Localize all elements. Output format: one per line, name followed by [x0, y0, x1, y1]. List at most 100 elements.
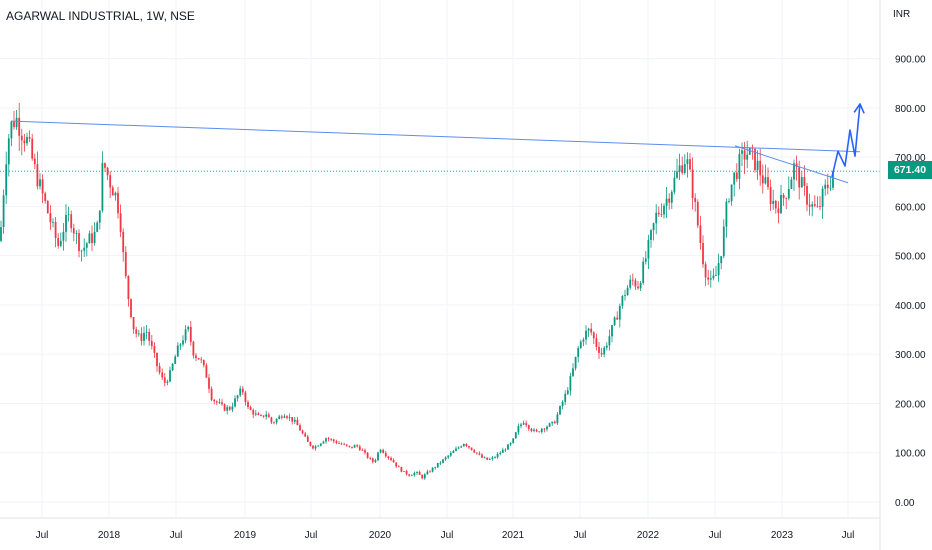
candle-body: [811, 204, 814, 207]
candle-body: [122, 231, 125, 253]
candle-body: [621, 295, 624, 306]
candle-body: [603, 347, 606, 355]
candle-body: [405, 470, 408, 475]
candle-body: [195, 355, 197, 359]
candle-body: [317, 445, 320, 447]
candle-body: [746, 154, 749, 160]
trendline: [734, 145, 849, 184]
candle-body: [787, 188, 790, 199]
candle-body: [517, 426, 520, 433]
candle-body: [44, 193, 47, 202]
candle-body: [803, 177, 806, 186]
candle-body: [200, 359, 203, 361]
candle-body: [553, 421, 556, 424]
candle-body: [798, 167, 801, 188]
candle-body: [221, 402, 223, 405]
candle-body: [566, 390, 569, 394]
candle-body: [790, 179, 793, 189]
candle-body: [247, 402, 249, 408]
candle-body: [595, 338, 598, 347]
candle-body: [819, 206, 821, 207]
candle-body: [582, 339, 585, 342]
candle-body: [114, 192, 117, 196]
candle-body: [18, 117, 21, 136]
candle-body: [241, 388, 244, 393]
candle-body: [785, 198, 788, 199]
candle-body: [416, 471, 418, 473]
candle-body: [816, 205, 819, 207]
candle-body: [767, 177, 769, 188]
candle-body: [293, 419, 296, 422]
candle-body: [314, 446, 317, 449]
candle-body: [598, 346, 600, 353]
candle-body: [169, 370, 171, 382]
candle-body: [267, 414, 270, 418]
candle-body: [421, 474, 424, 479]
candle-body: [631, 279, 634, 281]
candle-body: [57, 237, 60, 246]
candle-body: [140, 333, 143, 341]
candle-body: [213, 399, 216, 402]
candle-body: [93, 231, 96, 244]
candle-body: [644, 258, 647, 262]
candle-body: [587, 328, 590, 331]
candle-body: [655, 212, 658, 224]
candle-body: [663, 205, 665, 215]
candle-body: [436, 463, 439, 468]
candle-body: [678, 165, 681, 172]
candle-body: [148, 331, 151, 341]
candle-body: [78, 233, 80, 251]
candle-body: [343, 444, 346, 446]
x-tick-label: Jul: [305, 530, 318, 541]
candle-body: [660, 214, 663, 216]
candle-body: [158, 366, 161, 373]
chart-grid: [0, 0, 880, 518]
candle-body: [527, 425, 530, 429]
y-tick-label: 500.00: [895, 252, 926, 263]
candle-body: [676, 171, 678, 178]
y-tick-label: 200.00: [895, 399, 926, 410]
candle-body: [699, 225, 702, 244]
candle-body: [481, 454, 483, 458]
candle-body: [340, 443, 343, 445]
candle-body: [488, 458, 491, 460]
candle-body: [299, 425, 301, 431]
candle-body: [234, 398, 236, 407]
candle-body: [275, 419, 278, 423]
candle-body: [392, 460, 395, 463]
candle-body: [390, 457, 392, 461]
candle-body: [366, 452, 369, 458]
candle-body: [364, 450, 366, 453]
candle-body: [205, 365, 208, 378]
candle-body: [483, 457, 486, 459]
candle-body: [145, 331, 148, 333]
candle-body: [668, 198, 671, 203]
candle-body: [403, 470, 405, 472]
candle-body: [572, 368, 574, 376]
candle-body: [101, 163, 104, 211]
candle-body: [673, 177, 676, 192]
candle-body: [764, 177, 767, 184]
candle-body: [709, 278, 712, 280]
candle-body: [345, 444, 348, 446]
candle-body: [135, 329, 138, 334]
candle-body: [384, 452, 387, 457]
candle-body: [332, 439, 335, 442]
y-tick-label: 100.00: [895, 449, 926, 460]
time-axis: Jul 2018 Jul 2019 Jul 2020 Jul 2021 Jul 2022 Jul 20…: [36, 530, 855, 541]
y-tick-label: 400.00: [895, 301, 926, 312]
last-price-tag: 671.40: [888, 161, 932, 179]
candle-body: [546, 426, 548, 430]
candle-body: [434, 467, 437, 469]
candle-body: [36, 164, 39, 187]
candle-body: [821, 188, 824, 207]
x-tick-label: Jul: [842, 530, 855, 541]
candle-body: [442, 459, 444, 463]
candle-body: [182, 340, 184, 345]
candle-body: [377, 452, 379, 461]
candle-body: [119, 213, 122, 232]
candle-body: [431, 467, 434, 472]
candle-body: [80, 250, 83, 252]
candle-body: [751, 148, 754, 149]
